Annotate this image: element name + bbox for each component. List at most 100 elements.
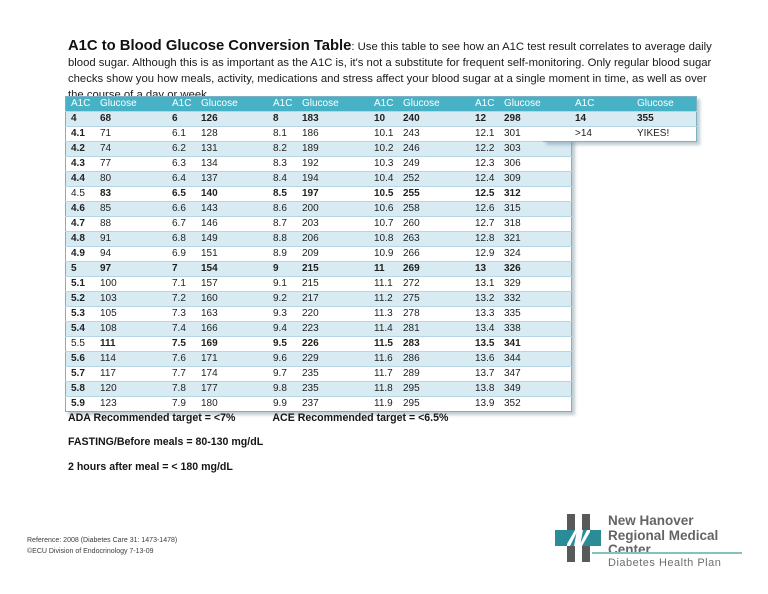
glucose-cell: 355	[619, 111, 697, 127]
a1c-cell: 12.5	[470, 186, 503, 202]
a1c-cell: 6.3	[167, 156, 200, 172]
a1c-cell: 7.3	[167, 306, 200, 322]
a1c-cell: 11.7	[369, 366, 402, 382]
a1c-cell: 5.4	[65, 321, 99, 337]
a1c-cell: 9.6	[268, 351, 301, 367]
table-row: >14 YIKES!	[543, 126, 697, 142]
a1c-cell: 7.5	[167, 336, 200, 352]
glucose-cell: 235	[301, 366, 369, 382]
glucose-cell: 266	[402, 246, 470, 262]
a1c-cell: 10.1	[369, 126, 402, 142]
a1c-cell: 4.3	[65, 156, 99, 172]
page-title: A1C to Blood Glucose Conversion Table	[68, 38, 352, 55]
a1c-cell: 10	[369, 111, 402, 127]
a1c-cell: 6.7	[167, 216, 200, 232]
table-row: 5.3 105 7.3 163 9.3 220 11.3 278 13.3 335	[65, 306, 572, 322]
a1c-cell: 9.3	[268, 306, 301, 322]
table-row: 5.2 103 7.2 160 9.2 217 11.2 275 13.2 332	[65, 291, 572, 307]
a1c-cell: 9.4	[268, 321, 301, 337]
a1c-cell: 7.9	[167, 396, 200, 412]
glucose-cell: 174	[200, 366, 268, 382]
a1c-conversion-table-extension: A1C Glucose 14 355 >14 YIKES!	[543, 96, 697, 142]
glucose-cell: 197	[301, 186, 369, 202]
a1c-cell: 12.8	[470, 231, 503, 247]
glucose-cell: 123	[99, 396, 167, 412]
glucose-cell: 281	[402, 321, 470, 337]
a1c-cell: 10.2	[369, 141, 402, 157]
glucose-cell: 303	[503, 141, 572, 157]
glucose-cell: 258	[402, 201, 470, 217]
a1c-cell: 12.2	[470, 141, 503, 157]
a1c-cell: 9.5	[268, 336, 301, 352]
glucose-cell: 278	[402, 306, 470, 322]
glucose-cell: 103	[99, 291, 167, 307]
a1c-cell: 5.6	[65, 351, 99, 367]
a1c-cell: 6.1	[167, 126, 200, 142]
a1c-cell: 13.1	[470, 276, 503, 292]
glucose-cell: 91	[99, 231, 167, 247]
glucose-cell: 120	[99, 381, 167, 397]
glucose-cell: 151	[200, 246, 268, 262]
a1c-cell: 14	[543, 111, 619, 127]
glucose-cell: 183	[301, 111, 369, 127]
a1c-cell: 13.9	[470, 396, 503, 412]
a1c-cell: 4.5	[65, 186, 99, 202]
glucose-cell: 226	[301, 336, 369, 352]
glucose-cell: 108	[99, 321, 167, 337]
glucose-cell: 203	[301, 216, 369, 232]
a1c-cell: 9.2	[268, 291, 301, 307]
a1c-cell: 13.7	[470, 366, 503, 382]
a1c-cell: 12	[470, 111, 503, 127]
table-row: 5.9 123 7.9 180 9.9 237 11.9 295 13.9 352	[65, 396, 572, 412]
a1c-column-header: A1C	[369, 96, 402, 112]
glucose-cell: 255	[402, 186, 470, 202]
a1c-cell: 9.7	[268, 366, 301, 382]
a1c-cell: 11.1	[369, 276, 402, 292]
glucose-cell: 246	[402, 141, 470, 157]
glucose-cell: 229	[301, 351, 369, 367]
a1c-cell: 4.8	[65, 231, 99, 247]
a1c-cell: 10.7	[369, 216, 402, 232]
a1c-cell: 5.1	[65, 276, 99, 292]
glucose-cell: 260	[402, 216, 470, 232]
glucose-cell: 341	[503, 336, 572, 352]
glucose-cell: 349	[503, 381, 572, 397]
glucose-cell: 309	[503, 171, 572, 187]
glucose-column-header: Glucose	[619, 96, 697, 112]
a1c-cell: 13.5	[470, 336, 503, 352]
a1c-cell: 12.9	[470, 246, 503, 262]
reference-citation: Reference: 2008 (Diabetes Care 31: 1473-…	[27, 537, 178, 544]
a1c-cell: 11.2	[369, 291, 402, 307]
glucose-column-header: Glucose	[200, 96, 268, 112]
glucose-cell: 252	[402, 171, 470, 187]
a1c-cell: 7.2	[167, 291, 200, 307]
glucose-cell: 332	[503, 291, 572, 307]
a1c-cell: 10.6	[369, 201, 402, 217]
a1c-cell: 8.5	[268, 186, 301, 202]
table-row: 4.9 94 6.9 151 8.9 209 10.9 266 12.9 324	[65, 246, 572, 262]
a1c-cell: 12.7	[470, 216, 503, 232]
glucose-cell: 97	[99, 261, 167, 277]
glucose-cell: 146	[200, 216, 268, 232]
a1c-cell: 7.8	[167, 381, 200, 397]
table-row: 4 68 6 126 8 183 10 240 12 298	[65, 111, 572, 127]
glucose-cell: 160	[200, 291, 268, 307]
glucose-cell: 163	[200, 306, 268, 322]
a1c-cell: 11.9	[369, 396, 402, 412]
a1c-column-header: A1C	[543, 96, 619, 112]
glucose-cell: 186	[301, 126, 369, 142]
glucose-cell: 315	[503, 201, 572, 217]
glucose-column-header: Glucose	[301, 96, 369, 112]
intro-body: Although this is as important as the A1C…	[68, 57, 712, 101]
glucose-cell: 128	[200, 126, 268, 142]
glucose-cell: 321	[503, 231, 572, 247]
a1c-cell: 6.8	[167, 231, 200, 247]
table-row: 5 97 7 154 9 215 11 269 13 326	[65, 261, 572, 277]
a1c-cell: 5.7	[65, 366, 99, 382]
a1c-column-header: A1C	[167, 96, 200, 112]
glucose-cell: 335	[503, 306, 572, 322]
a1c-cell: 11.4	[369, 321, 402, 337]
table-row: 4.8 91 6.8 149 8.8 206 10.8 263 12.8 321	[65, 231, 572, 247]
glucose-cell: 83	[99, 186, 167, 202]
